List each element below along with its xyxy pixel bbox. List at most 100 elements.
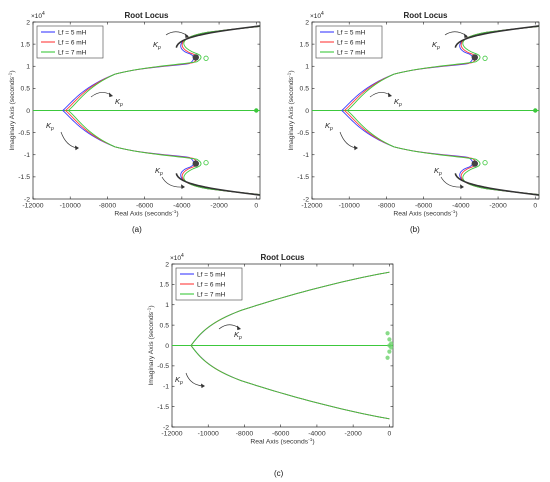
overlap-line-lower	[175, 173, 260, 196]
x-tick-label: -12000	[22, 203, 43, 210]
y-tick-label: 1	[305, 64, 309, 71]
y-multiplier: ×104	[170, 253, 184, 262]
x-tick-label: -2000	[489, 203, 507, 210]
x-tick-label: -10000	[60, 203, 81, 210]
kp-label-middle-sub: p	[398, 102, 402, 108]
chart-title: Root Locus	[261, 253, 306, 262]
kp-label-lower: Kp	[155, 166, 163, 177]
x-axis-label: Real Axis (seconds-1)	[250, 437, 314, 446]
y-tick-label: -1	[163, 384, 169, 391]
pole-marker-green	[203, 55, 209, 61]
series-line-3-upper	[68, 25, 260, 111]
y-tick-label: -2	[163, 424, 169, 431]
kp-label-left: Kp	[46, 121, 54, 132]
kp-label-left: Kp	[325, 121, 333, 132]
y-tick-label: 0.5	[300, 86, 310, 93]
y-tick-label: -1.5	[157, 404, 169, 411]
pole-marker	[471, 160, 479, 167]
kp-label-middle: Kp	[394, 97, 402, 108]
x-axis-label-close: )	[455, 211, 457, 218]
locus-curves	[341, 25, 539, 196]
y-tick-label: 1.5	[300, 41, 310, 48]
y-multiplier: ×104	[310, 11, 324, 20]
overlap-line-upper	[454, 25, 539, 48]
series-line-3-lower	[68, 110, 260, 196]
y-tick-label: 0.5	[21, 86, 31, 93]
y-tick-label: 0	[26, 108, 30, 115]
legend-label: Lf = 7 mH	[337, 50, 366, 57]
kp-label-upper-sub: p	[436, 45, 440, 51]
origin-marker	[533, 108, 538, 113]
pole-marker	[389, 345, 394, 350]
pole-marker-green	[482, 160, 488, 166]
kp-label-middle-sub: p	[119, 102, 123, 108]
kp-label-upper: Kp	[432, 40, 440, 51]
origin-marker	[254, 108, 259, 113]
y-multiplier-exp: 4	[321, 11, 324, 17]
legend-label: Lf = 5 mH	[337, 30, 366, 37]
y-tick-label: 0	[165, 343, 169, 350]
kp-arrow-lower-head	[460, 184, 464, 189]
y-tick-label: 2	[305, 19, 309, 26]
overlap-line-lower	[454, 173, 539, 196]
kp-arrow-upper-head	[185, 33, 189, 38]
x-tick-label: -6000	[136, 203, 154, 210]
x-tick-label: -8000	[378, 203, 396, 210]
kp-arrow-lower	[161, 176, 184, 188]
kp-label-left-sub: p	[50, 126, 54, 132]
y-axis-label-sup: -1	[287, 72, 293, 77]
x-tick-label: 0	[533, 203, 537, 210]
pole-marker	[387, 349, 392, 354]
x-tick-label: 0	[254, 203, 258, 210]
chart-title: Root Locus	[404, 11, 449, 20]
y-tick-label: 1	[165, 302, 169, 309]
panel-a: Root Locus ×104 -12000 -10000 -8000 -6000 -400…	[8, 11, 261, 234]
y-multiplier-exp: 4	[181, 253, 184, 259]
pole-marker	[385, 331, 390, 336]
pole-marker	[471, 54, 479, 61]
y-tick-label: -1	[303, 152, 309, 159]
x-tick-label: -12000	[161, 431, 182, 438]
legend-label: Lf = 5 mH	[58, 30, 87, 37]
y-tick-label: 1	[26, 64, 30, 71]
legend-label: Lf = 6 mH	[197, 282, 226, 289]
y-axis-label-close: )	[148, 305, 155, 307]
kp-arrow-middle-head	[109, 92, 113, 98]
y-axis-label: Imaginary Axis (seconds-1)	[8, 70, 17, 150]
y-tick-label: 0	[305, 108, 309, 115]
y-tick-label: 1.5	[160, 282, 170, 289]
legend-label: Lf = 6 mH	[337, 40, 366, 47]
kp-label-lower-sub: p	[159, 171, 163, 177]
kp-label-lower: Kp	[175, 375, 183, 386]
pole-marker	[389, 341, 394, 346]
panel-c: Root Locus ×104 -12000 -10000 -8000 -6000 -400…	[147, 253, 394, 478]
x-tick-label: -2000	[344, 431, 362, 438]
locus-curves	[190, 271, 390, 420]
x-tick-label: -6000	[272, 431, 290, 438]
y-axis-label-close: )	[288, 70, 295, 72]
kp-arrow-middle-head	[388, 92, 392, 98]
y-tick-label: -1.5	[297, 174, 309, 181]
y-axis-label-sup: -1	[8, 72, 14, 77]
kp-label-upper: Kp	[153, 40, 161, 51]
series-line-3-upper	[190, 271, 390, 346]
y-axis-label-sup: -1	[147, 307, 153, 312]
x-tick-label: -4000	[452, 203, 470, 210]
series-line-3-upper	[347, 25, 539, 111]
y-tick-label: 2	[26, 19, 30, 26]
legend-label: Lf = 7 mH	[58, 50, 87, 57]
kp-label-left-sub: p	[329, 126, 333, 132]
pole-marker	[387, 337, 392, 342]
panel-caption: (a)	[132, 225, 142, 234]
kp-label-lower-sub: p	[179, 380, 183, 386]
y-tick-label: -2	[24, 196, 30, 203]
y-tick-label: -0.5	[157, 363, 169, 370]
x-tick-label: -6000	[415, 203, 433, 210]
panel-caption: (c)	[274, 469, 284, 478]
kp-arrow-left-head	[354, 145, 358, 151]
x-tick-label: -8000	[236, 431, 254, 438]
kp-label-upper: Kp	[234, 330, 242, 341]
legend-label: Lf = 6 mH	[58, 40, 87, 47]
pole-marker-green	[482, 55, 488, 61]
